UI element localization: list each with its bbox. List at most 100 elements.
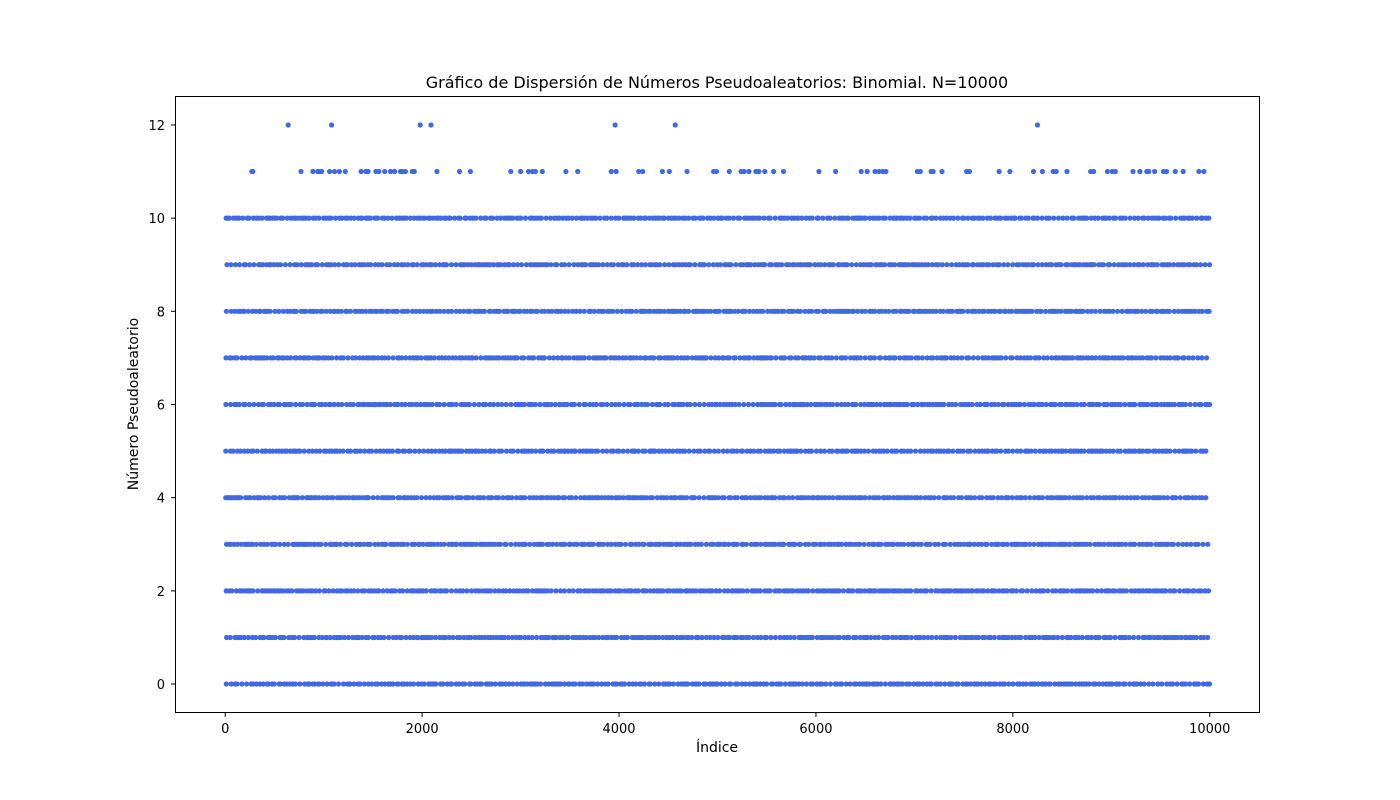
data-point	[379, 262, 385, 268]
data-point	[892, 355, 898, 361]
data-point	[732, 401, 738, 408]
data-point	[237, 448, 243, 454]
data-point	[260, 262, 266, 268]
data-point	[387, 262, 393, 268]
data-point	[476, 401, 482, 408]
data-point	[473, 355, 479, 361]
data-point	[1009, 308, 1015, 314]
data-point	[772, 401, 778, 408]
data-point	[430, 308, 436, 314]
data-point	[428, 262, 435, 268]
data-point	[569, 215, 576, 221]
data-point	[872, 168, 878, 175]
data-point	[470, 495, 476, 501]
data-point	[1044, 355, 1050, 361]
data-point	[449, 401, 455, 408]
data-point	[911, 541, 917, 547]
data-point	[1120, 495, 1126, 501]
data-point	[1181, 215, 1187, 221]
data-point	[1161, 495, 1167, 501]
data-point	[695, 634, 701, 641]
data-point	[780, 168, 787, 175]
data-point	[953, 401, 959, 408]
data-point	[829, 355, 835, 361]
data-point	[407, 448, 413, 454]
data-point	[1205, 541, 1211, 547]
data-point	[666, 448, 672, 454]
data-point	[421, 308, 427, 314]
data-point	[771, 448, 777, 454]
data-point	[669, 541, 675, 547]
data-point	[696, 681, 702, 687]
data-point	[527, 495, 533, 501]
data-point	[797, 308, 803, 314]
data-point	[332, 215, 338, 221]
data-point	[1134, 681, 1140, 687]
data-point	[508, 401, 514, 408]
data-point	[635, 588, 642, 594]
data-point	[401, 541, 407, 547]
data-point	[577, 308, 583, 314]
data-point	[1110, 448, 1116, 454]
data-point	[647, 215, 653, 221]
data-point	[517, 588, 523, 594]
data-point	[806, 541, 812, 547]
data-point	[1096, 634, 1102, 641]
data-point	[365, 495, 371, 501]
data-point	[642, 448, 648, 454]
data-point	[529, 448, 535, 454]
data-point	[670, 355, 677, 361]
data-point	[882, 355, 889, 361]
data-point	[448, 308, 455, 314]
data-point	[792, 541, 798, 547]
data-point	[713, 168, 720, 175]
data-point	[818, 355, 824, 361]
data-point	[762, 262, 768, 268]
data-point	[911, 401, 917, 408]
data-point	[982, 681, 988, 687]
data-point	[767, 588, 773, 594]
data-point	[662, 262, 668, 268]
data-point	[924, 588, 930, 594]
data-point	[1113, 495, 1119, 501]
data-point	[243, 262, 249, 268]
data-point	[1095, 215, 1101, 221]
data-point	[323, 308, 329, 314]
data-point	[1007, 168, 1013, 175]
data-point	[437, 401, 443, 408]
data-point	[845, 401, 851, 408]
data-point	[1167, 262, 1173, 268]
data-point	[950, 448, 956, 454]
data-point	[365, 168, 371, 175]
data-point	[564, 401, 570, 408]
data-point	[277, 262, 284, 268]
data-point	[1154, 401, 1161, 408]
data-point	[721, 495, 727, 501]
data-point	[433, 588, 439, 594]
data-point	[479, 681, 485, 687]
data-point	[597, 215, 603, 221]
data-point	[918, 541, 924, 547]
data-point	[853, 401, 859, 408]
data-point	[1193, 448, 1199, 454]
data-point	[966, 355, 972, 361]
data-point	[334, 355, 340, 361]
data-point	[1154, 262, 1160, 268]
data-point	[697, 448, 703, 454]
data-point	[601, 588, 607, 594]
data-point	[696, 495, 702, 501]
data-point	[551, 448, 557, 454]
data-point	[1206, 681, 1213, 687]
data-point	[998, 215, 1004, 221]
data-point	[473, 215, 479, 221]
data-point	[301, 448, 307, 454]
data-point	[1059, 634, 1065, 641]
data-point	[1123, 588, 1130, 594]
data-point	[955, 215, 961, 221]
data-point	[363, 308, 369, 314]
data-point	[612, 401, 619, 408]
data-point	[1195, 681, 1202, 687]
data-point	[678, 588, 685, 594]
data-point	[708, 355, 714, 361]
data-point	[431, 355, 437, 361]
